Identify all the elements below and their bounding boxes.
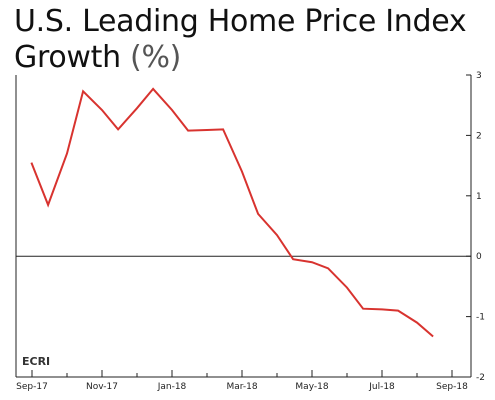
y-tick-label: 3 [476, 71, 482, 81]
chart-axes: 3 2 1 0 -1 -2 Sep-17 Nov-17 Jan-18 Mar-18 May-18 Ju… [15, 71, 485, 392]
y-tick-label: 0 [476, 252, 482, 262]
y-tick-label: 1 [476, 192, 482, 202]
y-tick-label: -2 [476, 373, 485, 383]
chart-title-line1: U.S. Leading Home Price Index [14, 4, 467, 39]
x-tick-label: Mar-18 [226, 382, 257, 392]
chart-series [30, 87, 434, 338]
x-tick-label: Sep-18 [436, 382, 468, 392]
x-tick-label: May-18 [295, 382, 328, 392]
x-tick-label: Jul-18 [368, 382, 395, 392]
series-line [30, 87, 434, 338]
x-tick-label: Sep-17 [16, 382, 48, 392]
ecri-logo: ECRI [22, 355, 50, 368]
x-tick-label: Nov-17 [86, 382, 118, 392]
chart-title-line2: Growth [14, 40, 121, 75]
chart-title: U.S. Leading Home Price Index Growth (%) [14, 4, 484, 76]
x-tick-label: Jan-18 [157, 382, 187, 392]
y-tick-label: -1 [476, 313, 485, 323]
y-tick-label: 2 [476, 131, 482, 141]
chart-title-unit: (%) [130, 40, 182, 75]
